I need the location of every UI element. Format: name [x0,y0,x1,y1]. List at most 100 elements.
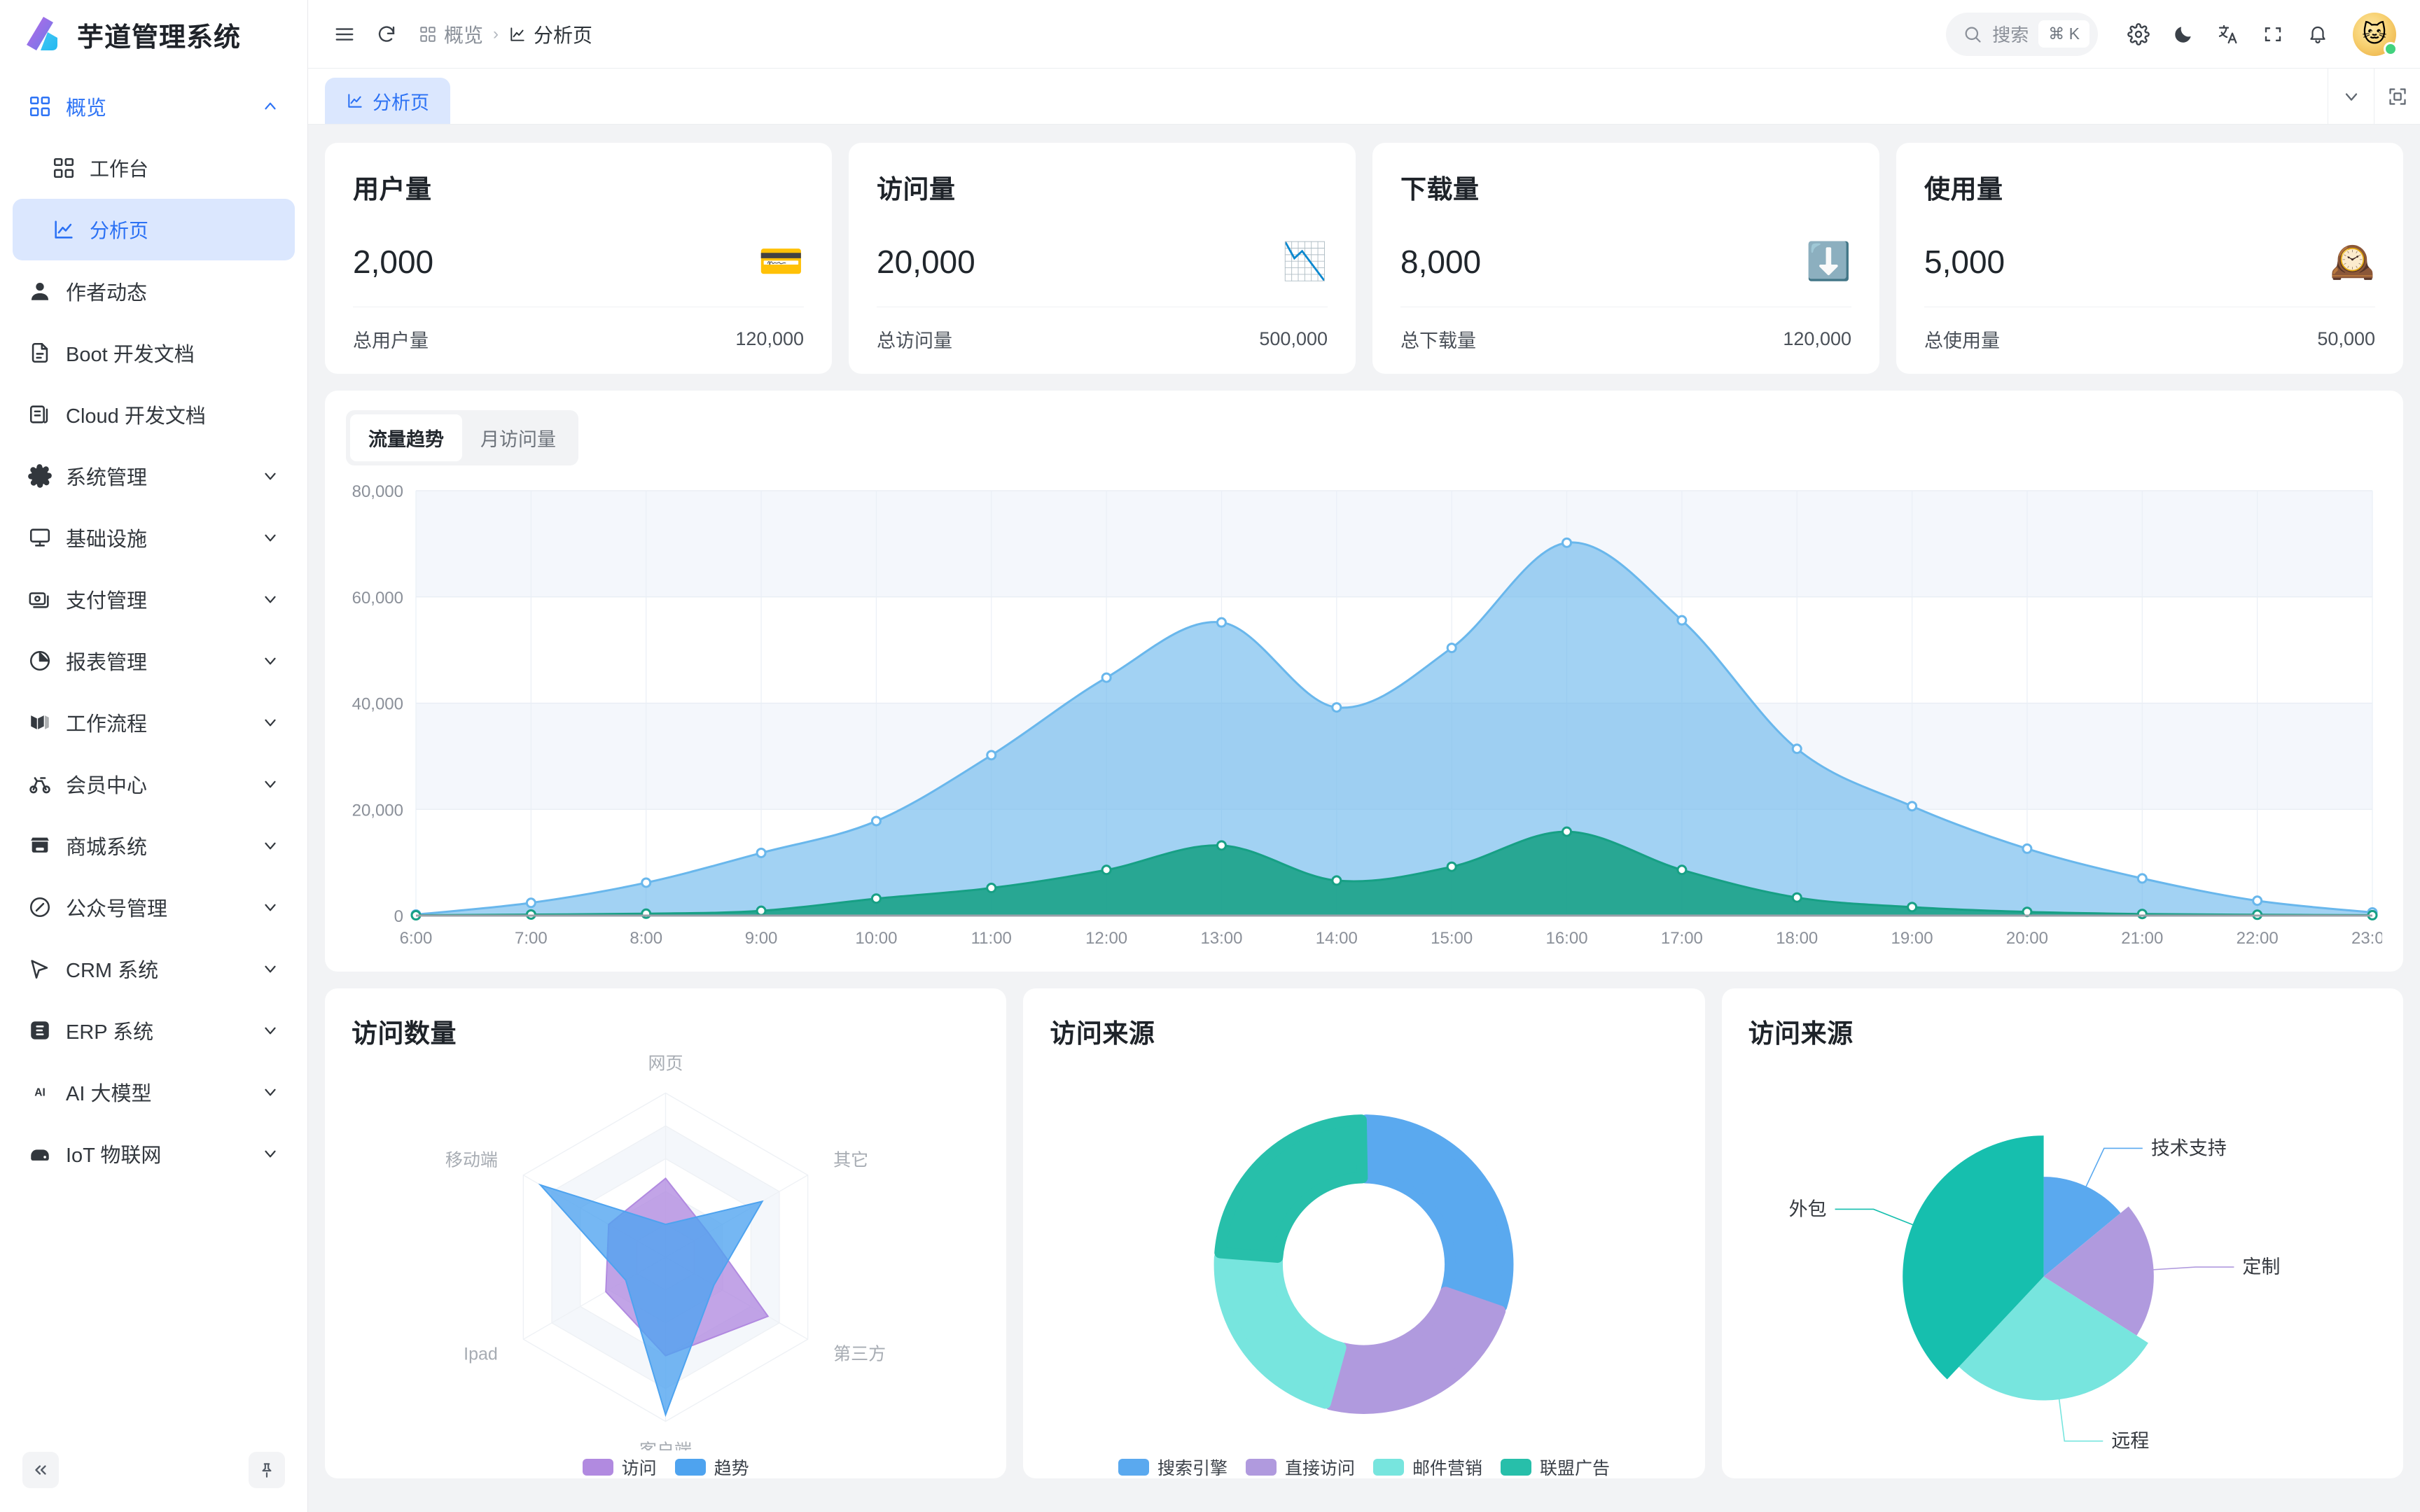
expand-icon[interactable] [2374,69,2420,124]
top-header: 概览 › 分析页 搜索 ⌘ K [308,0,2420,69]
legend-item[interactable]: 搜索引擎 [1118,1455,1228,1478]
stat-foot-value: 500,000 [1259,328,1328,349]
svg-text:定制: 定制 [2242,1256,2280,1278]
payment-icon [28,587,52,611]
trend-tab-traffic[interactable]: 流量趋势 [350,414,462,461]
stat-foot-label: 总使用量 [1924,330,2000,351]
translate-icon[interactable] [2209,15,2248,54]
stat-icon: 📉 [1282,241,1328,282]
svg-text:第三方: 第三方 [833,1344,886,1364]
legend-item[interactable]: 访问 [582,1455,657,1478]
file-icon [28,341,52,365]
chart-icon [52,218,76,241]
sidebar-item-label: 支付管理 [66,590,148,612]
sidebar-collapse-button[interactable] [22,1452,59,1488]
user-icon [28,279,52,303]
logo-row[interactable]: 芋道管理系统 [0,0,307,69]
sidebar-item-label: 分析页 [90,220,149,241]
sidebar-item-概览[interactable]: 概览 [13,76,295,137]
svg-text:其它: 其它 [833,1151,868,1170]
donut-chart [1050,1050,1678,1450]
stat-card: 使用量 5,000 🕰️ 总使用量 50,000 [1896,143,2403,374]
sidebar-item-label: ERP 系统 [66,1021,154,1044]
sidebar-item-CRM-系统[interactable]: CRM 系统 [13,938,295,1000]
svg-text:20:00: 20:00 [2006,929,2048,948]
grid-icon [28,94,52,118]
stat-card: 下载量 8,000 ⬇️ 总下载量 120,000 [1372,143,1879,374]
svg-text:0: 0 [394,907,403,926]
monitor-icon [28,526,52,550]
chevron-down-icon [261,898,279,916]
search-shortcut: ⌘ K [2038,20,2089,48]
stat-foot-value: 50,000 [2317,328,2375,349]
fullscreen-icon[interactable] [2253,15,2293,54]
visit-source-donut-card: 访问来源 搜索引擎 直接访问 邮件营销 联盟广告 [1023,988,1705,1478]
sidebar-item-AI-大模型[interactable]: AI AI 大模型 [13,1061,295,1123]
sidebar-item-会员中心[interactable]: 会员中心 [13,753,295,815]
stat-title: 使用量 [1924,175,2003,204]
trend-tab-monthly[interactable]: 月访问量 [480,429,556,450]
stat-value: 8,000 [1400,244,1482,280]
sidebar-item-公众号管理[interactable]: 公众号管理 [13,876,295,938]
search-input[interactable]: 搜索 ⌘ K [1946,12,2098,56]
stat-icon: ⬇️ [1806,241,1851,282]
svg-text:15:00: 15:00 [1431,929,1473,948]
avatar[interactable]: 🐱 [2353,12,2398,56]
refresh-icon[interactable] [367,15,406,54]
gear-icon[interactable] [2119,15,2158,54]
sidebar-item-IoT-物联网[interactable]: IoT 物联网 [13,1123,295,1184]
sidebar-item-工作流程[interactable]: 工作流程 [13,692,295,753]
stat-foot-value: 120,000 [1783,328,1851,349]
stat-card: 访问量 20,000 📉 总访问量 500,000 [849,143,1356,374]
sidebar-item-系统管理[interactable]: 系统管理 [13,445,295,507]
breadcrumb-item-analysis[interactable]: 分析页 [508,20,592,48]
sidebar-item-分析页[interactable]: 分析页 [13,199,295,260]
sidebar-item-label: IoT 物联网 [66,1144,162,1167]
iot-icon [28,1142,52,1166]
svg-text:80,000: 80,000 [352,482,403,501]
sidebar-footer [0,1428,307,1512]
online-status-dot [2384,41,2398,56]
sidebar: 芋道管理系统 概览 工作台分析页作者动态 Boot 开发文档 Cloud 开发文档系统… [0,0,308,1512]
breadcrumb-label: 分析页 [534,24,593,46]
sidebar-item-商城系统[interactable]: 商城系统 [13,815,295,876]
chevron-down-icon [261,652,279,670]
sidebar-item-Cloud-开发文档[interactable]: Cloud 开发文档 [13,384,295,445]
sidebar-item-工作台[interactable]: 工作台 [13,137,295,199]
sidebar-pin-button[interactable] [249,1452,285,1488]
svg-text:23:00: 23:00 [2351,929,2382,948]
sidebar-item-label: AI 大模型 [66,1083,152,1105]
pie-icon [28,649,52,673]
sidebar-item-作者动态[interactable]: 作者动态 [13,260,295,322]
legend-item[interactable]: 直接访问 [1245,1455,1355,1478]
tab-analysis[interactable]: 分析页 [325,78,450,124]
sidebar-item-Boot-开发文档[interactable]: Boot 开发文档 [13,322,295,384]
legend-item[interactable]: 联盟广告 [1501,1455,1610,1478]
visit-source-pie-card: 访问来源 技术支持 定制 远程 外包 [1721,988,2403,1478]
erp-icon [28,1018,52,1042]
brand-title: 芋道管理系统 [77,22,242,52]
chevron-down-icon[interactable] [2328,69,2374,124]
page-content: 用户量 2,000 💳 总用户量 120,000 访问量 20,000 📉 总访问量 500,00… [308,125,2420,1512]
sidebar-item-label: 公众号管理 [66,898,168,920]
bell-icon[interactable] [2298,15,2337,54]
moon-icon[interactable] [2164,15,2203,54]
legend-item[interactable]: 邮件营销 [1372,1455,1482,1478]
sidebar-item-label: 商城系统 [66,836,148,859]
svg-text:7:00: 7:00 [515,929,548,948]
legend-label: 访问 [621,1459,657,1478]
donut-legend: 搜索引擎 直接访问 邮件营销 联盟广告 [1050,1450,1678,1478]
breadcrumb-item-overview[interactable]: 概览 [419,20,483,48]
chevron-up-icon [261,97,279,115]
svg-text:16:00: 16:00 [1545,929,1587,948]
sidebar-item-ERP-系统[interactable]: ERP 系统 [13,1000,295,1061]
sidebar-item-报表管理[interactable]: 报表管理 [13,630,295,692]
trend-tab-group: 流量趋势 月访问量 [346,410,578,465]
legend-item[interactable]: 趋势 [674,1455,749,1478]
chevron-down-icon [261,467,279,485]
sidebar-item-label: 系统管理 [66,467,148,489]
sidebar-item-支付管理[interactable]: 支付管理 [13,568,295,630]
hamburger-icon[interactable] [325,15,364,54]
legend-swatch [582,1459,613,1476]
sidebar-item-基础设施[interactable]: 基础设施 [13,507,295,568]
